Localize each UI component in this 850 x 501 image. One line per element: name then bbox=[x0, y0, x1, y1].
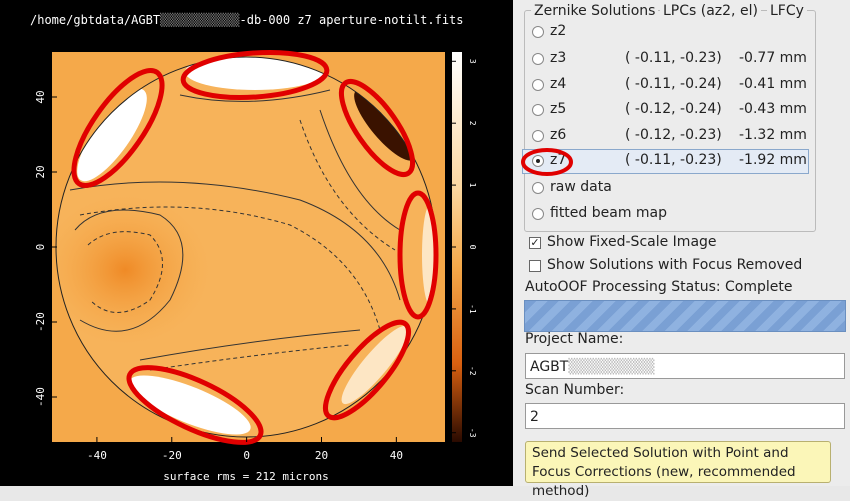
colorbar-tick-label: 0 bbox=[468, 245, 477, 250]
status-text: AutoOOF Processing Status: Complete bbox=[525, 279, 793, 295]
lfcy-value: -0.41 mm bbox=[739, 76, 807, 92]
scan-label: Scan Number: bbox=[525, 382, 625, 398]
y-tick-label: 40 bbox=[34, 90, 47, 103]
colorbar-tick-label: 2 bbox=[468, 121, 477, 126]
y-tick-label: 0 bbox=[34, 244, 47, 251]
option-label: z7 bbox=[550, 152, 567, 168]
colorbar-tick-label: 1 bbox=[468, 183, 477, 188]
project-label: Project Name: bbox=[525, 331, 624, 347]
lpcs-value: ( -0.12, -0.23) bbox=[625, 127, 722, 143]
column-header: LFCy bbox=[767, 3, 807, 19]
checkbox[interactable]: ✓ bbox=[529, 236, 541, 249]
progress-bar bbox=[524, 300, 846, 332]
option-label: z4 bbox=[550, 76, 567, 92]
x-tick-label: -40 bbox=[87, 449, 107, 462]
highlight bbox=[338, 79, 416, 177]
lfcy-value: -0.43 mm bbox=[739, 101, 807, 117]
aperture-map bbox=[56, 57, 436, 437]
radio-button[interactable] bbox=[532, 53, 544, 65]
colorbar-tick-label: -1 bbox=[468, 304, 477, 314]
lpcs-value: ( -0.11, -0.24) bbox=[625, 76, 722, 92]
project-value: AGBT bbox=[530, 359, 569, 375]
control-panel: Zernike Solutions LPCs (az2, el) LFCy Au… bbox=[513, 0, 850, 499]
lfcy-value: -1.32 mm bbox=[739, 127, 807, 143]
plot-caption: surface rms = 212 microns bbox=[163, 470, 329, 483]
radio-button[interactable] bbox=[532, 79, 544, 91]
checkbox-label: Show Solutions with Focus Removed bbox=[547, 257, 803, 273]
y-tick-label: -20 bbox=[34, 312, 47, 332]
y-tick-label: 20 bbox=[34, 165, 47, 178]
lpcs-value: ( -0.11, -0.23) bbox=[625, 50, 722, 66]
radio-button[interactable] bbox=[532, 208, 544, 220]
option-label: z6 bbox=[550, 127, 567, 143]
x-tick-label: 40 bbox=[390, 449, 403, 462]
option-label: fitted beam map bbox=[550, 205, 668, 221]
plot-title: /home/gbtdata/AGBT▒▒▒▒▒▒▒▒▒▒▒-db-000 z7 … bbox=[30, 12, 464, 27]
checkbox-label: Show Fixed-Scale Image bbox=[547, 234, 717, 250]
x-tick-label: -20 bbox=[162, 449, 182, 462]
radio-button[interactable] bbox=[532, 26, 544, 38]
option-label: raw data bbox=[550, 179, 612, 195]
x-tick-label: 20 bbox=[315, 449, 328, 462]
lpcs-value: ( -0.11, -0.23) bbox=[625, 152, 722, 168]
checkbox[interactable] bbox=[529, 260, 541, 272]
redaction: ▒▒▒▒▒▒▒▒▒▒▒ bbox=[160, 12, 240, 27]
radio-button[interactable] bbox=[532, 104, 544, 116]
lfcy-value: -1.92 mm bbox=[739, 152, 807, 168]
highlight bbox=[126, 365, 264, 445]
lpcs-value: ( -0.12, -0.24) bbox=[625, 101, 722, 117]
colorbar-tick-label: -2 bbox=[468, 366, 477, 376]
colorbar-tick-label: -3 bbox=[468, 428, 477, 438]
option-label: z2 bbox=[550, 23, 567, 39]
group-title: Zernike Solutions bbox=[531, 3, 659, 19]
title-prefix: /home/gbtdata/AGBT bbox=[30, 13, 160, 27]
x-tick-label: 0 bbox=[243, 449, 250, 462]
title-suffix: -db-000 z7 aperture-notilt.fits bbox=[240, 13, 464, 27]
project-input[interactable]: AGBT▒▒▒▒▒▒▒▒ bbox=[525, 353, 845, 379]
y-tick-label: -40 bbox=[34, 387, 47, 407]
radio-button[interactable] bbox=[532, 155, 544, 167]
option-label: z3 bbox=[550, 50, 567, 66]
highlight bbox=[397, 190, 439, 320]
send-button[interactable]: Send Selected Solution with Point and Fo… bbox=[525, 441, 831, 499]
radio-button[interactable] bbox=[532, 130, 544, 142]
redaction: ▒▒▒▒▒▒▒▒ bbox=[568, 359, 655, 375]
highlight bbox=[71, 67, 165, 189]
radio-button[interactable] bbox=[532, 182, 544, 194]
colorbar-tick-label: 3 bbox=[468, 59, 477, 64]
lfcy-value: -0.77 mm bbox=[739, 50, 807, 66]
option-label: z5 bbox=[550, 101, 567, 117]
highlight bbox=[180, 49, 330, 101]
annotations bbox=[71, 49, 439, 445]
scan-input[interactable]: 2 bbox=[525, 403, 845, 429]
group-box bbox=[524, 10, 816, 232]
colorbar bbox=[452, 52, 462, 442]
aperture-plot: /home/gbtdata/AGBT▒▒▒▒▒▒▒▒▒▒▒-db-000 z7 … bbox=[0, 0, 513, 486]
highlight bbox=[323, 319, 411, 421]
column-header: LPCs (az2, el) bbox=[660, 3, 761, 19]
